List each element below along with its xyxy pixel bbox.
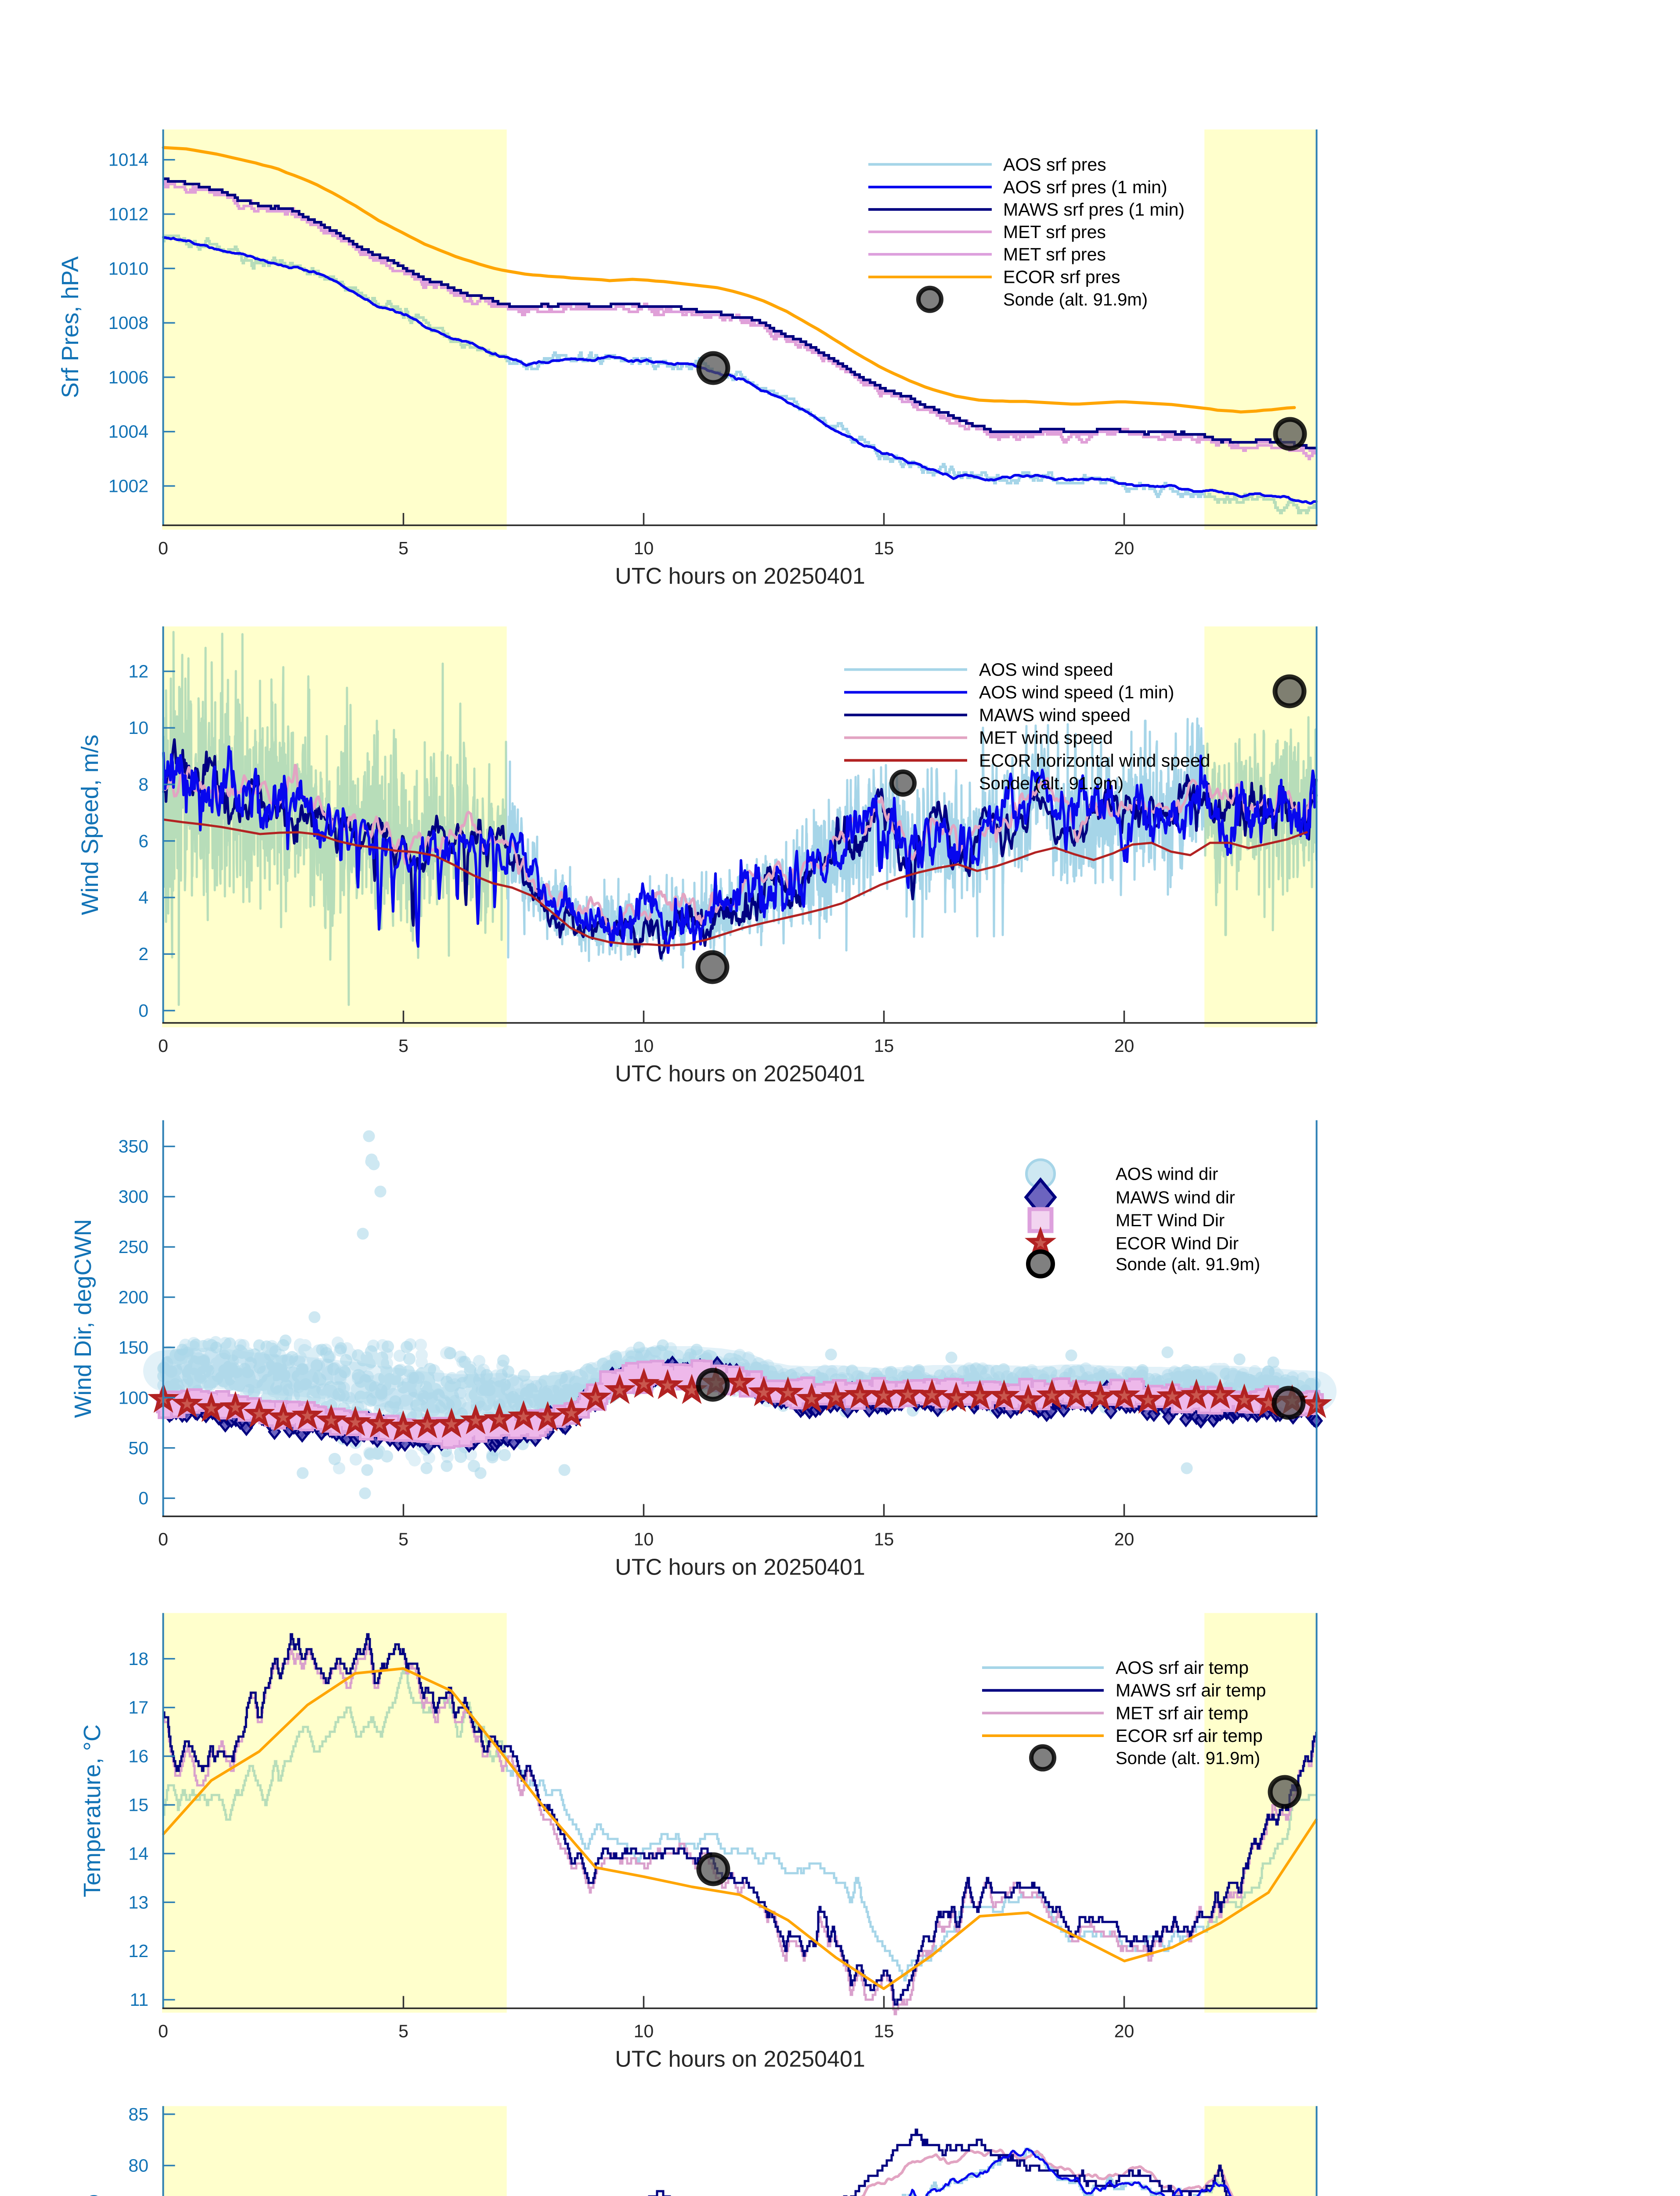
svg-text:0: 0	[158, 1529, 168, 1549]
svg-text:15: 15	[874, 2021, 894, 2041]
svg-text:5: 5	[398, 2021, 408, 2041]
svg-text:6: 6	[138, 831, 148, 851]
svg-text:50: 50	[128, 1438, 148, 1458]
svg-text:15: 15	[874, 1529, 894, 1549]
svg-text:10: 10	[128, 718, 148, 738]
svg-text:1012: 1012	[108, 204, 148, 224]
svg-text:10: 10	[634, 1529, 654, 1549]
svg-text:8: 8	[138, 774, 148, 795]
svg-text:Temperature, °C: Temperature, °C	[79, 1724, 105, 1897]
svg-text:Wind Speed, m/s: Wind Speed, m/s	[77, 734, 103, 915]
svg-text:20: 20	[1114, 538, 1134, 558]
svg-text:UTC hours on 20250401: UTC hours on 20250401	[615, 1061, 865, 1087]
svg-text:5: 5	[398, 538, 408, 558]
svg-text:10: 10	[634, 2021, 654, 2041]
svg-text:17: 17	[128, 1698, 148, 1718]
svg-text:0: 0	[138, 1000, 148, 1021]
svg-text:MAWS srf air temp: MAWS srf air temp	[1116, 1680, 1266, 1701]
svg-text:MET srf pres: MET srf pres	[1003, 244, 1106, 264]
svg-text:Wind Dir, degCWN: Wind Dir, degCWN	[70, 1219, 96, 1418]
svg-text:MET srf pres: MET srf pres	[1003, 222, 1106, 242]
svg-text:80: 80	[128, 2156, 148, 2176]
svg-text:100: 100	[119, 1387, 148, 1408]
svg-text:Relative Humidity, %: Relative Humidity, %	[78, 2194, 104, 2196]
svg-text:12: 12	[128, 1941, 148, 1961]
svg-text:200: 200	[119, 1287, 148, 1307]
svg-text:350: 350	[119, 1136, 148, 1156]
svg-text:ECOR srf air temp: ECOR srf air temp	[1116, 1726, 1263, 1746]
svg-text:13: 13	[128, 1892, 148, 1912]
svg-text:AOS wind speed: AOS wind speed	[979, 660, 1113, 680]
svg-text:5: 5	[398, 1529, 408, 1549]
svg-text:2: 2	[138, 944, 148, 964]
svg-text:Sonde (alt. 91.9m): Sonde (alt. 91.9m)	[1116, 1255, 1260, 1274]
svg-text:15: 15	[128, 1795, 148, 1815]
svg-text:1002: 1002	[108, 476, 148, 496]
svg-text:MAWS srf pres (1 min): MAWS srf pres (1 min)	[1003, 199, 1185, 220]
svg-text:150: 150	[119, 1337, 148, 1358]
svg-text:Srf Pres, hPA: Srf Pres, hPA	[57, 256, 83, 398]
svg-text:10: 10	[634, 1036, 654, 1056]
svg-text:1014: 1014	[108, 150, 148, 170]
svg-text:AOS srf pres (1 min): AOS srf pres (1 min)	[1003, 177, 1167, 197]
svg-text:1004: 1004	[108, 422, 148, 442]
svg-text:UTC hours on 20250401: UTC hours on 20250401	[615, 1555, 865, 1580]
svg-text:85: 85	[128, 2104, 148, 2124]
svg-text:5: 5	[398, 1036, 408, 1056]
svg-text:11: 11	[130, 1990, 148, 2010]
svg-text:MET wind speed: MET wind speed	[979, 728, 1113, 748]
svg-text:ECOR Wind Dir: ECOR Wind Dir	[1116, 1234, 1239, 1253]
svg-text:0: 0	[158, 538, 168, 558]
svg-text:AOS wind dir: AOS wind dir	[1116, 1165, 1218, 1184]
svg-text:UTC hours on 20250401: UTC hours on 20250401	[615, 2047, 865, 2072]
svg-text:ECOR srf pres: ECOR srf pres	[1003, 267, 1120, 287]
svg-text:250: 250	[119, 1237, 148, 1257]
svg-text:14: 14	[128, 1843, 148, 1864]
svg-text:MAWS wind speed: MAWS wind speed	[979, 705, 1131, 725]
svg-text:MAWS wind dir: MAWS wind dir	[1116, 1188, 1235, 1207]
svg-text:4: 4	[138, 888, 148, 908]
svg-text:Sonde (alt. 91.9m): Sonde (alt. 91.9m)	[979, 774, 1124, 793]
svg-text:UTC hours on 20250401: UTC hours on 20250401	[615, 563, 865, 589]
svg-text:1010: 1010	[108, 258, 148, 278]
svg-text:300: 300	[119, 1187, 148, 1207]
svg-text:AOS wind speed (1 min): AOS wind speed (1 min)	[979, 682, 1174, 702]
svg-text:1008: 1008	[108, 313, 148, 333]
svg-text:MET Wind Dir: MET Wind Dir	[1116, 1211, 1225, 1230]
svg-text:1006: 1006	[108, 367, 148, 387]
svg-text:10: 10	[634, 538, 654, 558]
svg-text:15: 15	[874, 1036, 894, 1056]
svg-text:AOS srf pres: AOS srf pres	[1003, 154, 1106, 174]
svg-text:20: 20	[1114, 2021, 1134, 2041]
svg-text:0: 0	[158, 2021, 168, 2041]
svg-text:Sonde (alt. 91.9m): Sonde (alt. 91.9m)	[1116, 1748, 1260, 1768]
svg-text:20: 20	[1114, 1529, 1134, 1549]
svg-text:0: 0	[138, 1488, 148, 1508]
svg-text:MET srf air temp: MET srf air temp	[1116, 1703, 1248, 1723]
svg-text:15: 15	[874, 538, 894, 558]
svg-text:AOS srf air temp: AOS srf air temp	[1116, 1658, 1249, 1678]
svg-text:20: 20	[1114, 1036, 1134, 1056]
svg-text:18: 18	[128, 1649, 148, 1669]
svg-text:16: 16	[128, 1746, 148, 1766]
svg-text:12: 12	[128, 661, 148, 682]
svg-text:Sonde (alt. 91.9m): Sonde (alt. 91.9m)	[1003, 290, 1148, 310]
svg-text:0: 0	[158, 1036, 168, 1056]
svg-text:ECOR horizontal wind speed: ECOR horizontal wind speed	[979, 750, 1210, 770]
